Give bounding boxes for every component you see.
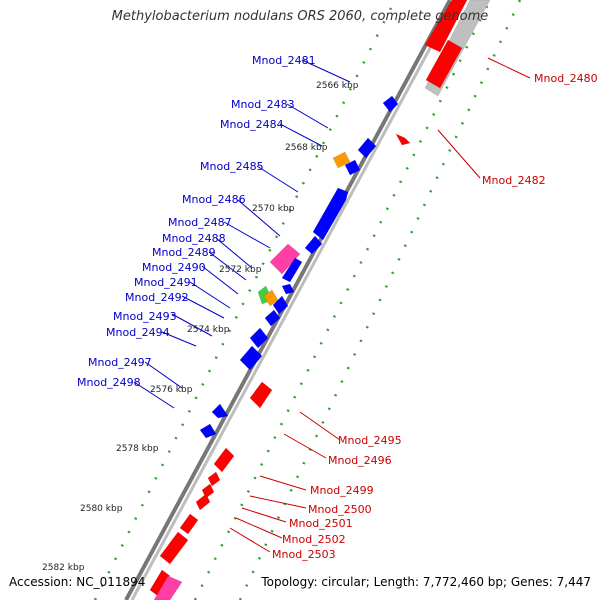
- kbp-tick-label: 2582 kbp: [42, 563, 85, 573]
- kbp-tick-labels: 2566 kbp 2568 kbp 2570 kbp 2572 kbp 2574 kbp…: [42, 81, 359, 573]
- gene-red-2503: [159, 531, 189, 565]
- gene-label-left: Mnod_2491: [134, 276, 198, 289]
- gene-label-left: Mnod_2487: [168, 216, 232, 229]
- gene-label-left: Mnod_2485: [200, 160, 264, 173]
- gene-blue-2483: [357, 137, 377, 159]
- leader-line-left-1: [301, 59, 351, 83]
- genome-summary-text: Topology: circular; Length: 7,772,460 bp…: [261, 575, 591, 589]
- gene-red-top-a: [424, 0, 468, 53]
- kbp-tick-label: 2576 kbp: [150, 385, 193, 395]
- gene-label-right: Mnod_2499: [310, 484, 374, 497]
- gene-label-left: Mnod_2498: [77, 376, 141, 389]
- gene-label-left: Mnod_2483: [231, 98, 295, 111]
- leader-line-right-8: [235, 517, 283, 539]
- gene-red-2502: [179, 513, 199, 535]
- gene-orange-2484: [332, 151, 351, 169]
- gene-blue-2492: [272, 295, 289, 315]
- backbone-line-outer: [124, 0, 452, 600]
- gene-red-bottom-a: [149, 569, 171, 597]
- gene-blue-2486: [304, 235, 323, 255]
- leader-line-left-7: [215, 237, 253, 269]
- gene-red-2482: [395, 133, 411, 146]
- gene-blue-2488: [281, 257, 303, 283]
- leader-line-right-1: [487, 57, 531, 79]
- gene-label-right: Mnod_2496: [328, 454, 392, 467]
- kbp-tick-label: 2574 kbp: [187, 325, 230, 335]
- gene-pink-bottom: [153, 575, 183, 600]
- kbp-tick-label: 2566 kbp: [316, 81, 359, 91]
- gene-label-left: Mnod_2484: [220, 118, 284, 131]
- gene-red-2500a: [207, 471, 221, 487]
- gene-label-right: Mnod_2501: [289, 517, 353, 530]
- backbone: [124, 0, 458, 600]
- gene-label-left: Mnod_2494: [106, 326, 170, 339]
- gene-label-left: Mnod_2493: [113, 310, 177, 323]
- leader-line-left-8: [208, 251, 247, 281]
- leader-line-right-3: [299, 411, 341, 441]
- gene-label-right: Mnod_2482: [482, 174, 546, 187]
- leader-line-left-9: [201, 265, 239, 295]
- kbp-tick-label: 2572 kbp: [219, 265, 262, 275]
- gene-blue-2498: [199, 423, 217, 439]
- leader-line-left-15: [133, 381, 175, 409]
- leader-line-right-2: [437, 129, 481, 179]
- gene-label-left: Mnod_2497: [88, 356, 152, 369]
- leader-line-right-7: [241, 507, 287, 523]
- leader-line-right-9: [229, 527, 271, 553]
- gene-label-right: Mnod_2502: [282, 533, 346, 546]
- gene-red-2499: [213, 447, 235, 473]
- gene-blue-2489: [281, 283, 295, 295]
- gene-label-left: Mnod_2492: [125, 291, 189, 304]
- dotted-tracks: [93, 0, 522, 600]
- gene-label-right: Mnod_2500: [308, 503, 372, 516]
- leader-line-left-11: [181, 295, 225, 319]
- gene-label-right: Mnod_2480: [534, 72, 598, 85]
- genome-title: Methylobacterium nodulans ORS 2060, comp…: [111, 9, 489, 24]
- leader-line-left-14: [144, 361, 183, 389]
- leader-line-right-4: [283, 433, 327, 459]
- leader-line-left-3: [279, 123, 323, 147]
- leader-line-left-12: [171, 313, 213, 337]
- backbone-line-inner: [130, 0, 458, 600]
- gene-labels: Mnod_2481 Mnod_2483 Mnod_2484 Mnod_2485 Mnod…: [77, 54, 598, 561]
- gene-label-left: Mnod_2488: [162, 232, 226, 245]
- gene-label-left: Mnod_2481: [252, 54, 316, 67]
- leader-line-right-5: [259, 475, 307, 491]
- gene-blue-2497: [211, 403, 229, 419]
- leader-line-left-4: [256, 165, 299, 193]
- leader-line-right-6: [249, 495, 307, 509]
- accession-text: Accession: NC_011894: [9, 575, 146, 589]
- gene-blue-2493: [264, 309, 281, 327]
- gene-blue-2494b: [239, 345, 263, 371]
- dotted-track-2: [238, 0, 522, 600]
- gene-red-2501: [195, 493, 211, 511]
- gene-label-right: Mnod_2503: [272, 548, 336, 561]
- label-leader-lines: [133, 57, 531, 553]
- kbp-tick-label: 2578 kbp: [116, 444, 159, 454]
- gene-blue-2484b: [344, 159, 361, 176]
- leader-line-left-10: [189, 281, 231, 309]
- gene-red-2495: [249, 381, 273, 409]
- kbp-tick-label: 2580 kbp: [80, 504, 123, 514]
- gene-blue-2485: [312, 187, 349, 241]
- kbp-tick-label: 2570 kbp: [252, 204, 295, 214]
- gene-blue-2494a: [249, 327, 269, 349]
- leader-line-left-6: [223, 221, 271, 249]
- gene-pink-2487: [269, 243, 301, 275]
- leader-line-left-5: [237, 199, 281, 237]
- gene-label-left: Mnod_2490: [142, 261, 206, 274]
- gene-blue-2481: [382, 95, 399, 113]
- gene-features: [149, 0, 491, 600]
- leader-line-left-13: [161, 331, 197, 347]
- gene-label-right: Mnod_2495: [338, 434, 402, 447]
- kbp-tick-label: 2568 kbp: [285, 143, 328, 153]
- gene-red-top-b: [425, 39, 463, 89]
- gene-label-left: Mnod_2486: [182, 193, 246, 206]
- leader-line-left-2: [286, 103, 329, 129]
- gene-label-left: Mnod_2489: [152, 246, 216, 259]
